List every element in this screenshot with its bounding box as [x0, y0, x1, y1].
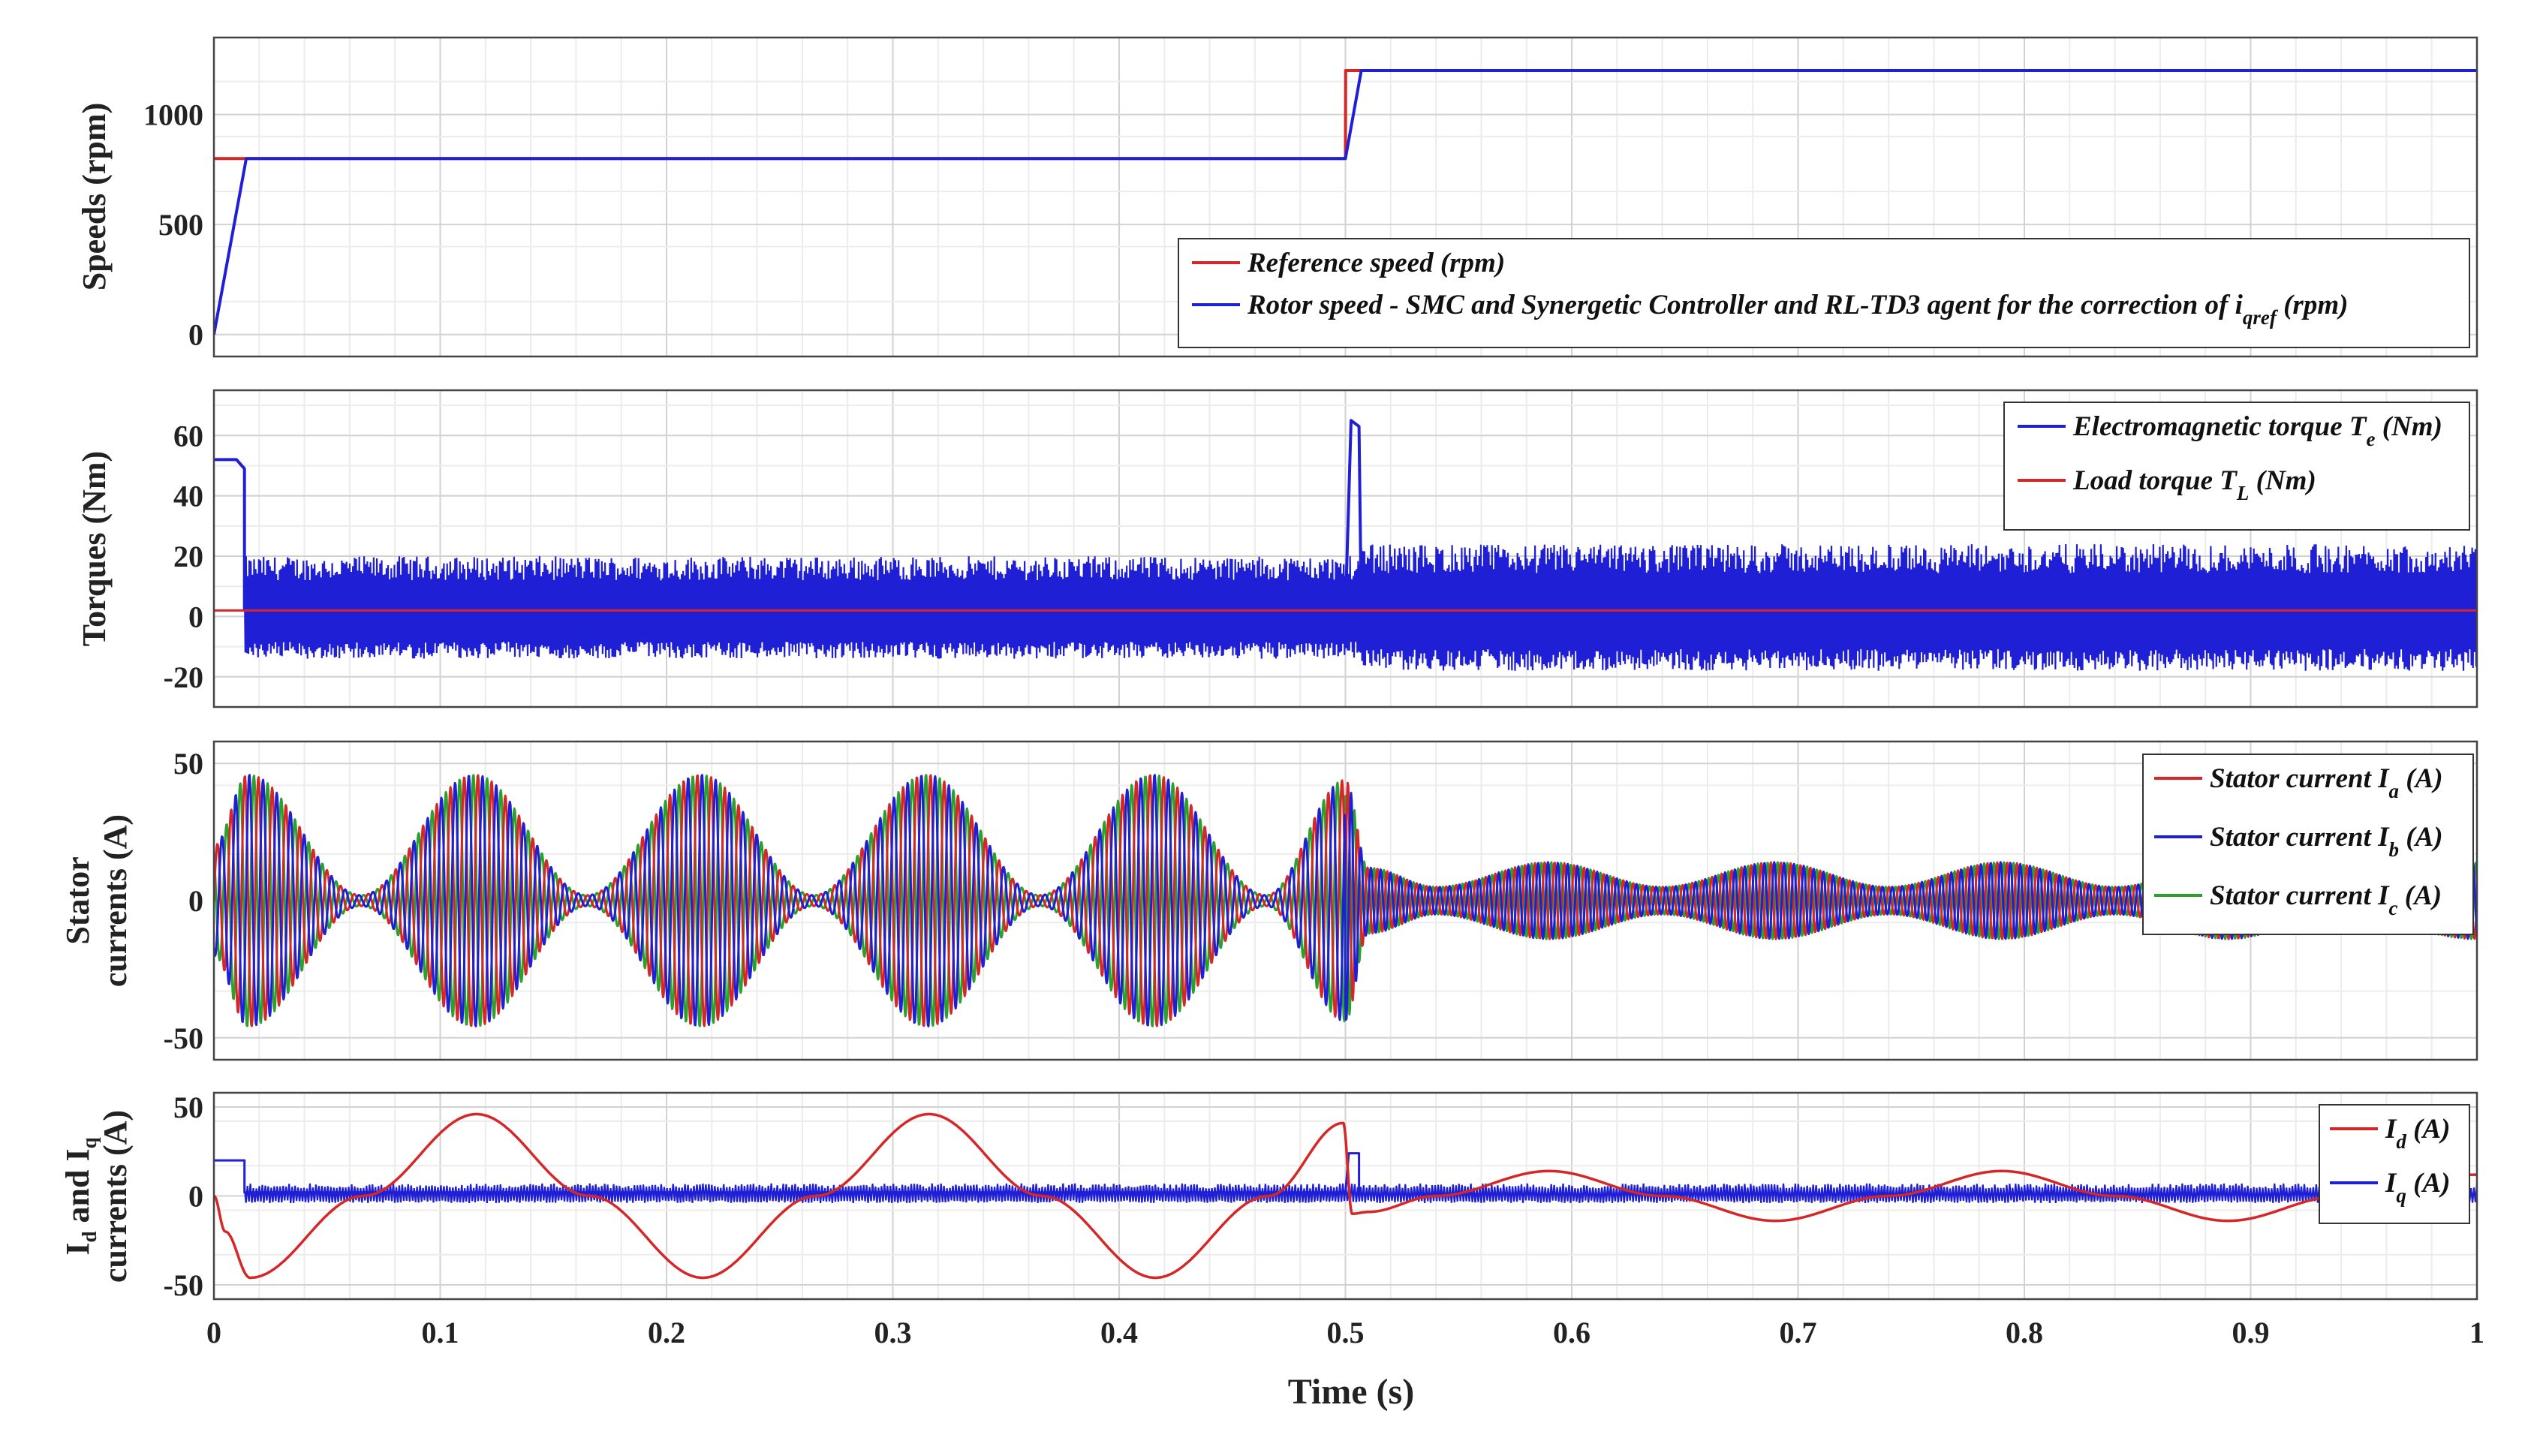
x-tick-label: 0.5 — [1327, 1316, 1365, 1349]
series-ripple-electromagnetic-torque — [243, 544, 2477, 671]
y-tick-label: 0 — [188, 1180, 203, 1214]
x-tick-label: 0.1 — [422, 1316, 459, 1349]
y-axis-label-stator-line2: currents (A) — [97, 814, 134, 987]
plot-frame — [212, 740, 2478, 1061]
series-line-rotor-speed — [214, 69, 2477, 335]
plot-frame — [212, 1091, 2478, 1301]
y-tick-label: 0 — [188, 600, 203, 633]
series-ripple-iq — [243, 1183, 2477, 1204]
legend: Id (A) Iq (A) — [2319, 1104, 2470, 1224]
y-axis-label-stator-line1: Stator — [59, 856, 96, 944]
plot-frame — [212, 36, 2478, 358]
x-axis-label: Time (s) — [1288, 1372, 1414, 1412]
y-axis-label-dq-and: and I — [59, 1148, 96, 1231]
legend-box — [2319, 1104, 2470, 1224]
series-line-stator-current-b — [214, 774, 2477, 1027]
y-tick-label: 20 — [173, 540, 203, 573]
legend: Stator current Ia (A) Stator current Ib (… — [2142, 754, 2474, 935]
x-tick-label: 1 — [2469, 1316, 2484, 1349]
series-group — [214, 69, 2477, 335]
y-tick-label: -50 — [164, 1268, 203, 1302]
x-tick-label: 0.9 — [2232, 1316, 2270, 1349]
legend: Electromagnetic torque Te (Nm) Load torqu… — [2003, 402, 2470, 531]
x-tick-label: 0.7 — [1780, 1316, 1817, 1349]
legend-label: Stator current Ia (A) — [2210, 763, 2443, 802]
series-line-id — [214, 1112, 2477, 1280]
x-tick-label: 0.8 — [2006, 1316, 2043, 1349]
y-axis-label-dq-sub-q: q — [78, 1137, 101, 1148]
y-axis-label-dq-i: I — [59, 1243, 96, 1256]
series-group — [214, 1112, 2477, 1280]
legend-label: Reference speed (rpm) — [1247, 248, 1505, 278]
legend-label: Iq (A) — [2385, 1168, 2450, 1207]
y-axis-label-dq-sub-d: d — [78, 1231, 101, 1242]
y-tick-label: 50 — [173, 1090, 203, 1124]
x-tick-label: 0.3 — [874, 1316, 912, 1349]
legend-label: Stator current Ib (A) — [2210, 822, 2443, 861]
y-tick-label: 50 — [173, 747, 203, 781]
legend-label: Rotor speed - SMC and Synergetic Control… — [1247, 290, 2348, 329]
y-tick-label: 500 — [158, 208, 203, 242]
y-tick-label: 0 — [188, 884, 203, 918]
y-tick-label: 0 — [188, 318, 203, 352]
y-tick-label: -50 — [164, 1021, 203, 1055]
legend-box — [1178, 238, 2470, 348]
y-axis-label-torques: Torques (Nm) — [76, 451, 113, 646]
legend-label: Electromagnetic torque Te (Nm) — [2072, 411, 2442, 450]
panel-torques: -20 0 20 40 60 Electromagnetic torque Te (Nm)… — [164, 389, 2478, 708]
series-group — [214, 419, 2477, 671]
y-tick-label: -20 — [164, 660, 203, 694]
legend-label: Id (A) — [2385, 1114, 2450, 1153]
x-tick-label: 0.4 — [1100, 1316, 1138, 1349]
y-axis-label-speeds: Speeds (rpm) — [76, 103, 113, 291]
x-tick-label: 0.2 — [648, 1316, 685, 1349]
series-line-stator-current-c — [214, 774, 2477, 1027]
legend: Reference speed (rpm) Rotor speed - SMC a… — [1178, 238, 2470, 348]
legend-box — [2003, 402, 2470, 531]
y-axis-label-dq-line1: Id and Iq — [59, 1137, 101, 1255]
y-axis-label-dq-line2: currents (A) — [97, 1110, 134, 1283]
y-tick-label: 40 — [173, 480, 203, 513]
legend-label: Load torque TL (Nm) — [2072, 465, 2316, 504]
y-tick-label: 60 — [173, 419, 203, 453]
series-group — [214, 774, 2477, 1027]
plot-frame — [212, 389, 2478, 708]
y-tick-label: 1000 — [143, 98, 203, 132]
panel-speeds: 0 500 1000 Reference speed (rpm) Rotor speed… — [143, 36, 2478, 358]
legend-label: Stator current Ic (A) — [2210, 880, 2442, 919]
x-tick-label: 0 — [206, 1316, 221, 1349]
x-tick-label: 0.6 — [1553, 1316, 1591, 1349]
legend-box — [2142, 754, 2474, 935]
